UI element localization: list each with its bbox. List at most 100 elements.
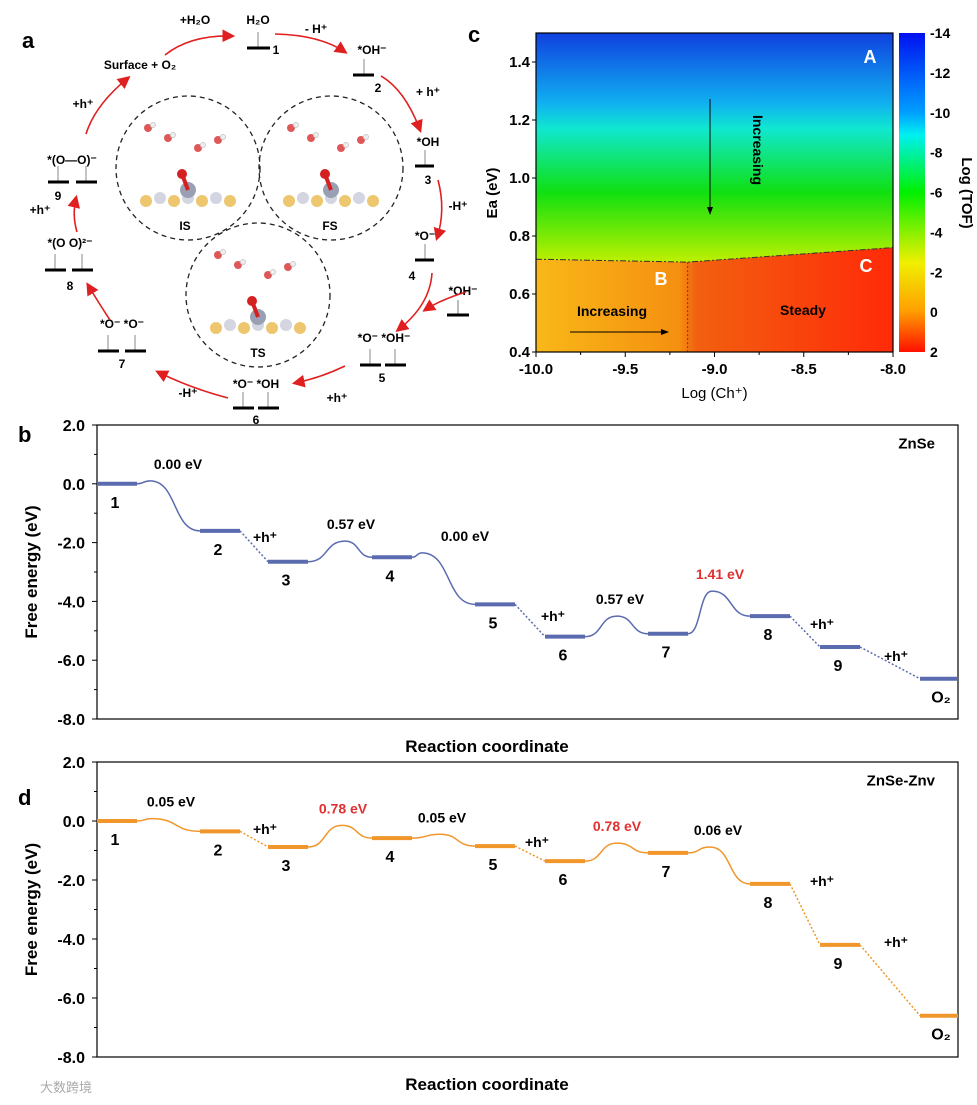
barrier-curve: [136, 480, 201, 532]
water-hydrogen: [363, 134, 369, 140]
x-tick-label: -10.0: [519, 361, 553, 378]
chart-title: ZnSe-Znv: [867, 773, 936, 790]
panel-label-c: c: [468, 22, 480, 47]
state-2: *OH⁻ 2: [353, 43, 387, 95]
state-label: *OH: [417, 135, 440, 149]
colorbar-tick-label: -2: [930, 264, 943, 280]
barrier-label: 0.78 eV: [593, 818, 642, 834]
level-label: 8: [764, 895, 773, 912]
structure-fs: FS: [258, 95, 404, 241]
structure-is: IS: [115, 95, 261, 241]
reaction-arrow: [380, 75, 423, 133]
water-oxygen: [164, 134, 172, 142]
reaction-arrow: [67, 194, 81, 233]
state-5: *O⁻ *OH⁻ 5: [358, 331, 411, 385]
reaction-arrow: [85, 75, 131, 135]
y-axis-label: Ea (eV): [484, 168, 501, 219]
barrier-curve: [411, 552, 476, 606]
state-number: 3: [425, 173, 432, 187]
surface-atom: [238, 322, 250, 334]
hole-step-connector: [859, 646, 921, 680]
water-hydrogen: [343, 142, 349, 148]
water-oxygen: [307, 134, 315, 142]
step-label: -H⁺: [449, 199, 468, 213]
y-tick-label: 0.6: [509, 286, 530, 303]
y-tick-label: 1.0: [509, 170, 530, 187]
surface-atom: [140, 195, 152, 207]
water-oxygen: [287, 124, 295, 132]
y-tick-label: -2.0: [57, 536, 85, 553]
hole-step-connector: [789, 883, 821, 946]
state-label: *O⁻ *OH: [233, 377, 279, 391]
water-hydrogen: [293, 122, 299, 128]
surface-atom: [280, 319, 292, 331]
state-label: *O⁻ *O⁻: [100, 317, 144, 331]
state-number: 8: [67, 279, 74, 293]
reaction-arrow: [291, 365, 346, 388]
surface-atom: [224, 195, 236, 207]
water-oxygen: [214, 251, 222, 259]
state-4: *O⁻ 4: [409, 229, 436, 283]
step-label: +h⁺: [73, 97, 94, 111]
colorbar-tick-label: -6: [930, 185, 943, 201]
reaction-arrow: [274, 33, 348, 54]
y-tick-label: -6.0: [57, 653, 85, 670]
barrier-curve: [584, 615, 649, 638]
hole-step-connector: [789, 615, 821, 648]
colorbar-tick-label: 0: [930, 304, 938, 320]
state-3: *OH 3: [415, 135, 439, 187]
hole-step-connector: [859, 944, 921, 1017]
y-tick-label: 0.8: [509, 228, 530, 245]
water-hydrogen: [200, 142, 206, 148]
step-label: - H⁺: [305, 22, 327, 36]
side-oh-label: *OH⁻: [448, 284, 477, 298]
water-hydrogen: [313, 132, 319, 138]
barrier-label: 0.05 eV: [147, 794, 196, 810]
step-label: +h⁺: [327, 391, 348, 405]
panel-label-b: b: [18, 422, 31, 447]
structure-label: TS: [250, 346, 265, 360]
region-label-a: A: [864, 47, 877, 67]
barrier-curve: [687, 590, 751, 635]
water-oxygen: [194, 144, 202, 152]
x-axis-label: Reaction coordinate: [405, 737, 568, 756]
y-tick-label: -8.0: [57, 1050, 85, 1067]
state-number: 4: [409, 269, 416, 283]
barrier-curve: [411, 833, 476, 847]
y-tick-label: -4.0: [57, 594, 85, 611]
watermark: 大数跨境: [40, 1080, 92, 1095]
level-label: O₂: [931, 690, 951, 707]
surface-atom: [210, 322, 222, 334]
region-label-b: B: [655, 269, 668, 289]
structure-label: FS: [322, 219, 337, 233]
y-tick-label: 0.0: [63, 814, 85, 831]
surface-atom: [154, 192, 166, 204]
surface-atom: [196, 195, 208, 207]
level-label: 2: [214, 842, 223, 859]
state-label: *O⁻: [415, 229, 435, 243]
step-label: -H⁺: [179, 386, 198, 400]
hole-step-connector: [514, 845, 546, 862]
y-tick-label: 0.4: [509, 344, 531, 361]
surface-atom: [367, 195, 379, 207]
dashed-circle: [258, 95, 404, 241]
barrier-label: 0.57 eV: [596, 591, 645, 607]
state-label: H₂O: [246, 13, 269, 27]
level-label: 7: [662, 645, 671, 662]
level-label: 5: [489, 615, 498, 632]
annotation-steady: Steady: [780, 302, 826, 318]
colorbar-tick-label: -8: [930, 145, 943, 161]
state-number: 7: [119, 357, 126, 371]
surface-atom: [266, 322, 278, 334]
x-axis-label: Log (Ch⁺): [681, 385, 747, 402]
hole-step-label: +h⁺: [253, 821, 277, 837]
hole-step-label: +h⁺: [884, 648, 908, 664]
water-hydrogen: [170, 132, 176, 138]
barrier-label: 0.00 eV: [441, 528, 490, 544]
water-oxygen: [337, 144, 345, 152]
y-tick-label: -8.0: [57, 712, 85, 729]
energy-profile-znse: 2.0 0.0 -2.0 -4.0 -6.0 -8.0 Reaction coordinat…: [22, 418, 959, 756]
colorbar: [899, 33, 925, 352]
oxygen-atom: [177, 169, 187, 179]
annotation-increasing-horizontal: Increasing: [577, 303, 647, 319]
